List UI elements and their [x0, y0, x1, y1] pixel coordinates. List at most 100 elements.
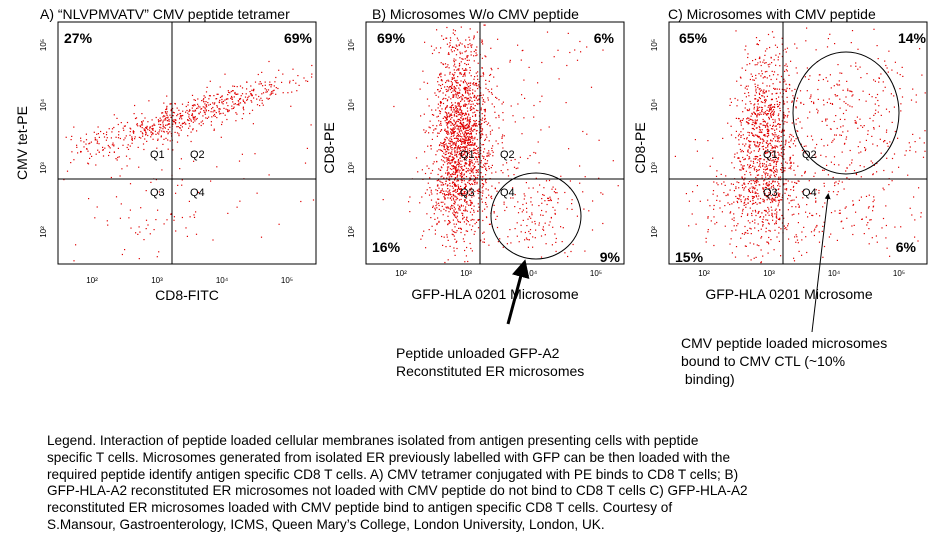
event-dot — [564, 252, 566, 254]
event-dot — [747, 220, 749, 222]
event-dot — [169, 126, 171, 128]
event-dot — [458, 68, 460, 70]
event-dot — [452, 197, 454, 199]
event-dot — [451, 73, 454, 75]
event-dot — [454, 190, 456, 192]
event-dot — [470, 97, 472, 99]
event-dot — [759, 40, 761, 42]
event-dot — [544, 200, 546, 202]
event-dot — [783, 134, 785, 136]
event-dot — [102, 146, 104, 148]
event-dot — [170, 103, 172, 105]
panel-a-x-tick-3: 10⁵ — [281, 276, 293, 285]
event-dot — [773, 160, 775, 162]
event-dot — [737, 157, 739, 159]
event-dot — [464, 124, 466, 126]
event-dot — [775, 64, 777, 66]
event-dot — [470, 132, 472, 134]
event-dot — [231, 90, 234, 92]
event-dot — [888, 50, 890, 52]
event-dot — [787, 198, 789, 200]
event-dot — [129, 183, 132, 185]
event-dot — [833, 120, 835, 123]
event-dot — [261, 71, 263, 73]
event-dot — [471, 135, 473, 138]
event-dot — [804, 172, 806, 174]
event-dot — [765, 152, 767, 154]
event-dot — [770, 114, 772, 116]
event-dot — [435, 94, 437, 96]
event-dot — [790, 168, 792, 170]
event-dot — [485, 87, 487, 89]
event-dot — [460, 198, 462, 200]
event-dot — [453, 46, 455, 48]
event-dot — [780, 140, 783, 142]
event-dot — [467, 120, 469, 122]
event-dot — [456, 171, 458, 173]
event-dot — [457, 212, 459, 214]
event-dot — [724, 225, 726, 227]
event-dot — [770, 108, 772, 110]
event-dot — [216, 166, 218, 168]
event-dot — [256, 104, 259, 106]
event-dot — [197, 191, 200, 193]
event-dot — [456, 85, 458, 87]
event-dot — [766, 123, 768, 125]
event-dot — [475, 149, 477, 151]
event-dot — [450, 49, 452, 51]
event-dot — [481, 113, 483, 115]
event-dot — [440, 159, 443, 161]
event-dot — [761, 146, 763, 148]
event-dot — [453, 209, 455, 211]
event-dot — [468, 135, 470, 137]
event-dot — [459, 97, 461, 99]
event-dot — [465, 185, 467, 187]
event-dot — [477, 189, 479, 191]
event-dot — [453, 86, 455, 88]
event-dot — [454, 167, 456, 169]
event-dot — [763, 59, 765, 61]
event-dot — [449, 137, 451, 139]
event-dot — [455, 199, 457, 201]
event-dot — [212, 111, 214, 113]
event-dot — [531, 204, 533, 206]
event-dot — [765, 90, 767, 92]
event-dot — [874, 80, 876, 82]
event-dot — [748, 158, 750, 160]
event-dot — [757, 100, 759, 102]
event-dot — [751, 127, 753, 130]
event-dot — [172, 123, 174, 125]
event-dot — [806, 27, 808, 29]
event-dot — [464, 88, 466, 90]
event-dot — [454, 171, 456, 174]
event-dot — [755, 176, 757, 179]
event-dot — [455, 185, 457, 187]
event-dot — [853, 170, 856, 172]
event-dot — [572, 243, 574, 246]
event-dot — [801, 231, 803, 233]
event-dot — [466, 195, 468, 197]
event-dot — [861, 218, 863, 220]
event-dot — [487, 154, 489, 156]
event-dot — [745, 69, 747, 71]
event-dot — [449, 182, 451, 184]
event-dot — [459, 147, 461, 149]
event-dot — [482, 72, 484, 74]
event-dot — [829, 74, 831, 76]
event-dot — [498, 182, 500, 184]
event-dot — [468, 139, 470, 141]
event-dot — [770, 239, 772, 241]
event-dot — [459, 207, 461, 209]
event-dot — [445, 151, 447, 153]
event-dot — [191, 104, 194, 107]
event-dot — [757, 223, 759, 225]
event-dot — [836, 239, 838, 241]
event-dot — [755, 146, 757, 148]
event-dot — [769, 163, 771, 165]
event-dot — [826, 118, 828, 120]
event-dot — [195, 233, 198, 235]
event-dot — [770, 164, 772, 166]
event-dot — [445, 210, 447, 212]
event-dot — [63, 179, 65, 181]
event-dot — [466, 210, 468, 212]
